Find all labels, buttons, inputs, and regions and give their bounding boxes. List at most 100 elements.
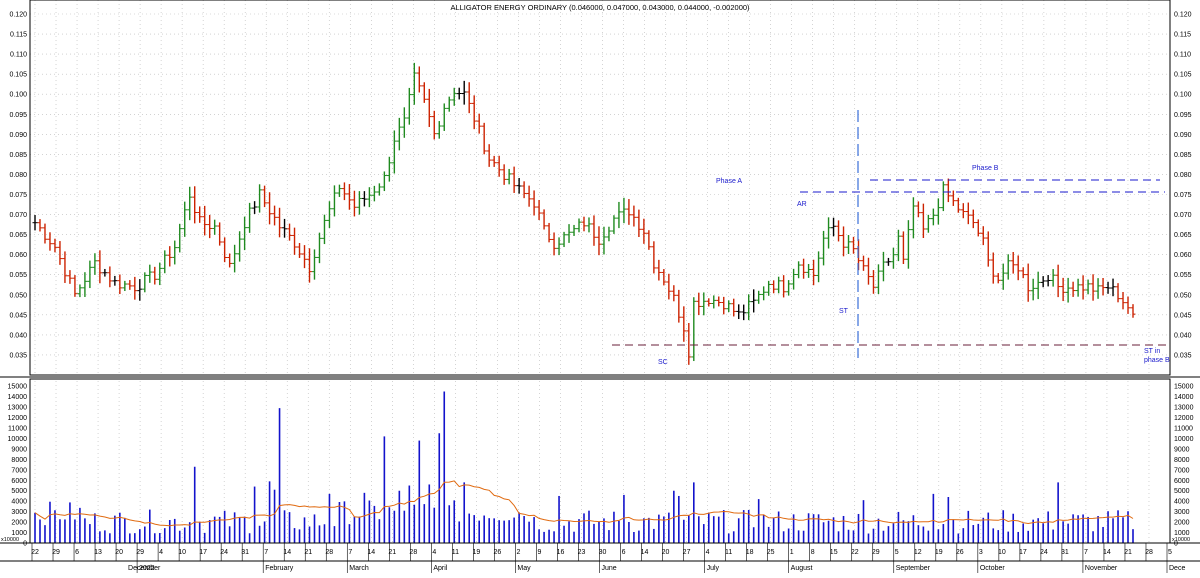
month-label: June: [602, 565, 617, 572]
month-label: November: [1085, 565, 1118, 572]
date-tick-label: 15: [830, 549, 838, 556]
date-tick-label: 4: [706, 549, 710, 556]
date-tick-label: 29: [872, 549, 880, 556]
volume-tick-label-left: 13000: [8, 405, 28, 412]
date-tick-label: 20: [662, 549, 670, 556]
price-tick-label-left: 0.080: [9, 172, 27, 179]
volume-tick-label-right: 3000: [1174, 509, 1190, 516]
price-tick-label-left: 0.045: [9, 312, 27, 319]
date-tick-label: 30: [599, 549, 607, 556]
date-tick-label: 1: [790, 549, 794, 556]
volume-tick-label-left: 8000: [11, 457, 27, 464]
price-panel-frame: [29, 0, 1171, 376]
price-tick-label-left: 0.110: [10, 52, 27, 59]
date-tick-label: 17: [199, 549, 207, 556]
volume-tick-label-right: 11000: [1174, 426, 1193, 433]
date-tick-label: 12: [914, 549, 922, 556]
date-tick-label: 5: [1168, 549, 1172, 556]
volume-tick-label-left: 15000: [8, 384, 28, 391]
price-tick-label-left: 0.095: [9, 112, 27, 119]
price-tick-label-right: 0.035: [1174, 352, 1192, 359]
date-tick-label: 28: [409, 549, 417, 556]
date-tick-label: 22: [851, 549, 859, 556]
date-tick-label: 19: [935, 549, 943, 556]
date-tick-label: 23: [578, 549, 586, 556]
price-tick-label-left: 0.105: [9, 72, 27, 79]
volume-tick-label-right: 10000: [1174, 436, 1194, 443]
price-tick-label-left: 0.085: [9, 152, 27, 159]
month-label: Dece: [1169, 565, 1185, 572]
volume-multiplier-right: x10000: [1172, 537, 1190, 543]
price-tick-label-right: 0.065: [1174, 232, 1192, 239]
price-tick-label-left: 0.070: [9, 212, 27, 219]
price-tick-label-right: 0.085: [1174, 152, 1192, 159]
price-tick-label-right: 0.115: [1174, 32, 1191, 39]
volume-tick-label-left: 1000: [11, 530, 27, 537]
phase-b-label: Phase B: [972, 165, 999, 172]
date-tick-label: 14: [367, 549, 375, 556]
price-tick-label-right: 0.090: [1174, 132, 1192, 139]
price-tick-label-left: 0.090: [9, 132, 27, 139]
volume-tick-label-left: 0: [23, 541, 27, 548]
date-tick-label: 29: [52, 549, 60, 556]
date-tick-label: 5: [895, 549, 899, 556]
date-tick-label: 21: [1124, 549, 1132, 556]
volume-tick-label-right: 4000: [1174, 499, 1190, 506]
volume-tick-label-left: 4000: [11, 499, 27, 506]
ar-label: AR: [797, 201, 807, 208]
volume-tick-label-left: 9000: [11, 446, 27, 453]
date-tick-label: 22: [31, 549, 39, 556]
date-tick-label: 11: [725, 549, 732, 556]
month-label: 2022: [139, 565, 155, 572]
volume-tick-label-right: 7000: [1174, 467, 1190, 474]
date-tick-label: 4: [159, 549, 163, 556]
volume-tick-label-right: 6000: [1174, 478, 1190, 485]
price-tick-label-right: 0.105: [1174, 72, 1192, 79]
price-tick-label-right: 0.045: [1174, 312, 1192, 319]
price-tick-label-right: 0.075: [1174, 192, 1192, 199]
date-tick-label: 13: [94, 549, 102, 556]
annotations: Phase A Phase B AR ST SC ST in phase B: [612, 110, 1170, 366]
volume-tick-label-right: 12000: [1174, 415, 1194, 422]
price-tick-label-right: 0.055: [1174, 272, 1192, 279]
date-tick-label: 24: [1040, 549, 1048, 556]
volume-tick-label-left: 10000: [8, 436, 28, 443]
date-tick-label: 21: [304, 549, 312, 556]
price-tick-label-right: 0.080: [1174, 172, 1192, 179]
st-label: ST: [839, 308, 849, 315]
grid-layer: [30, 0, 1171, 543]
volume-tick-label-right: 9000: [1174, 446, 1190, 453]
price-tick-label-left: 0.050: [9, 292, 27, 299]
month-label: October: [980, 565, 1006, 572]
price-tick-label-left: 0.075: [9, 192, 27, 199]
date-tick-label: 11: [452, 549, 459, 556]
price-tick-label-left: 0.040: [9, 332, 27, 339]
st-in-phase-b-label-line2: phase B: [1144, 357, 1170, 364]
sc-label: SC: [658, 359, 668, 366]
volume-tick-label-left: 3000: [11, 509, 27, 516]
price-tick-label-left: 0.120: [9, 12, 27, 19]
date-tick-label: 6: [622, 549, 626, 556]
date-tick-label: 4: [432, 549, 436, 556]
date-tick-label: 29: [136, 549, 144, 556]
volume-tick-label-left: 12000: [8, 415, 28, 422]
volume-panel-frame: [29, 378, 1171, 544]
date-tick-label: 28: [325, 549, 333, 556]
volume-multiplier-left: x10000: [1, 537, 19, 543]
date-tick-label: 19: [472, 549, 480, 556]
date-tick-label: 27: [683, 549, 691, 556]
volume-tick-label-right: 0: [1174, 541, 1178, 548]
volume-tick-label-right: 15000: [1174, 384, 1194, 391]
date-tick-label: 6: [75, 549, 79, 556]
volume-tick-label-right: 13000: [1174, 405, 1194, 412]
price-tick-label-right: 0.120: [1174, 12, 1192, 19]
volume-tick-label-right: 2000: [1174, 520, 1190, 527]
price-tick-label-left: 0.065: [9, 232, 27, 239]
volume-tick-label-left: 11000: [8, 426, 27, 433]
date-tick-label: 24: [220, 549, 228, 556]
volume-tick-label-right: 5000: [1174, 488, 1190, 495]
date-tick-label: 18: [746, 549, 754, 556]
